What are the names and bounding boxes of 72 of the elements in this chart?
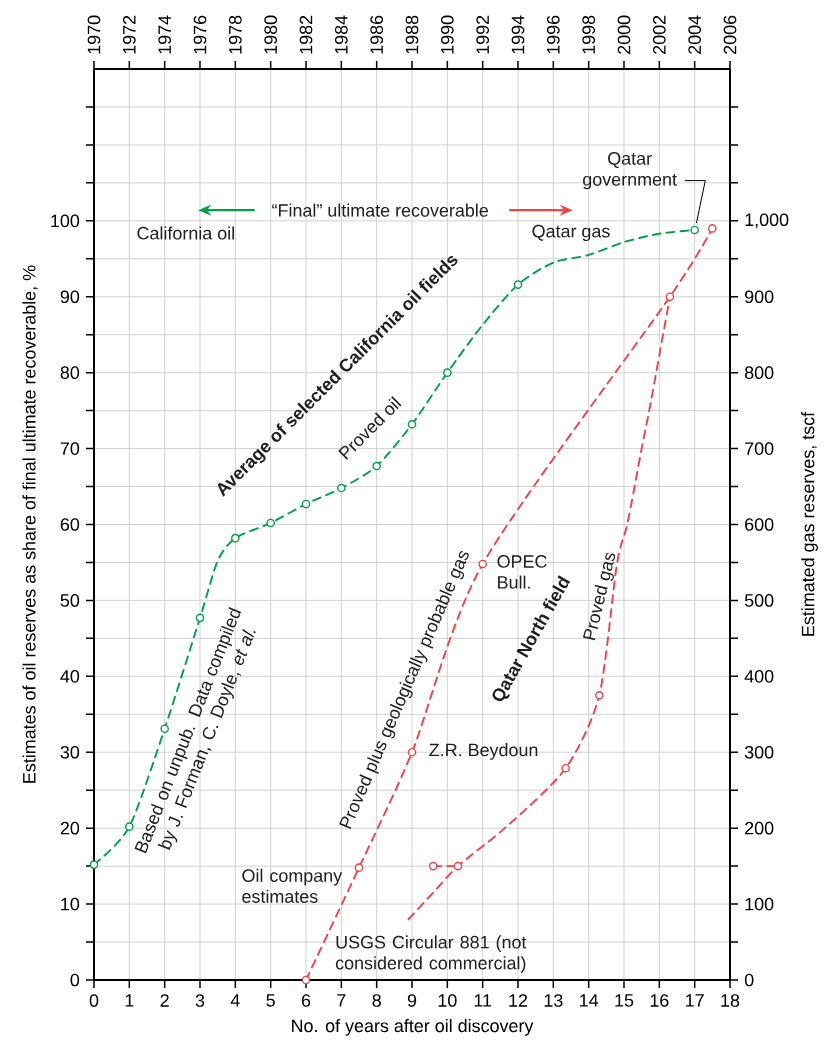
x-tick-label: 7 bbox=[337, 994, 346, 1007]
x2-tick-label: 1990 bbox=[440, 15, 454, 54]
x2-tick-label: 2000 bbox=[617, 15, 631, 54]
x-tick-label: 5 bbox=[266, 994, 275, 1007]
y-tick-label: 90 bbox=[60, 290, 80, 304]
x2-tick-label: 1976 bbox=[193, 15, 207, 54]
y2-tick-label: 500 bbox=[744, 594, 774, 607]
y-tick-label: 0 bbox=[70, 973, 80, 987]
x-tick-label: 13 bbox=[544, 994, 563, 1007]
x-tick-label: 2 bbox=[160, 994, 169, 1007]
x-tick-label: 12 bbox=[509, 994, 528, 1007]
y2-tick-label: 0 bbox=[744, 973, 754, 987]
annotation: “Final” ultimate recoverable bbox=[272, 203, 488, 217]
y2-axis-title: Estimated gas reserves, tscf bbox=[801, 411, 818, 636]
y-tick-label: 80 bbox=[60, 366, 80, 379]
x2-tick-label: 1986 bbox=[370, 15, 384, 54]
x-tick-label: 16 bbox=[650, 994, 669, 1007]
x-tick-label: 10 bbox=[438, 994, 457, 1007]
y-tick-label: 100 bbox=[51, 214, 80, 228]
x-tick-label: 18 bbox=[721, 994, 740, 1007]
x-tick-label: 15 bbox=[615, 994, 634, 1007]
x-tick-label: 8 bbox=[372, 994, 381, 1007]
x-axis-title: No. of years after oil discovery bbox=[292, 1019, 534, 1036]
x-tick-label: 9 bbox=[407, 994, 417, 1007]
x2-tick-label: 2004 bbox=[688, 15, 702, 54]
y-tick-label: 50 bbox=[60, 594, 80, 607]
x-tick-label: 11 bbox=[474, 994, 492, 1007]
x2-tick-label: 1994 bbox=[511, 15, 525, 54]
y-tick-label: 70 bbox=[60, 442, 80, 455]
x2-tick-label: 1970 bbox=[87, 15, 101, 54]
x2-tick-label: 1988 bbox=[405, 15, 419, 54]
y-tick-label: 40 bbox=[60, 669, 80, 683]
x2-tick-label: 1996 bbox=[546, 15, 560, 54]
y2-tick-label: 300 bbox=[744, 745, 774, 759]
x-tick-label: 1 bbox=[125, 994, 134, 1007]
annotation: California oil bbox=[137, 226, 234, 240]
y2-tick-label: 900 bbox=[745, 290, 774, 304]
x2-tick-label: 1974 bbox=[158, 15, 172, 54]
text: Proved gas bbox=[582, 552, 616, 641]
annotation: Qatar gas bbox=[532, 224, 610, 242]
y2-tick-label: 600 bbox=[745, 518, 774, 531]
x-tick-label: 3 bbox=[195, 994, 205, 1007]
y-tick-label: 20 bbox=[60, 821, 80, 835]
x2-tick-label: 1972 bbox=[122, 15, 136, 54]
y2-tick-label: 1,000 bbox=[745, 213, 789, 229]
x-tick-label: 17 bbox=[686, 994, 704, 1007]
y2-tick-label: 800 bbox=[744, 366, 774, 379]
y2-tick-label: 700 bbox=[745, 442, 774, 455]
annotation: Qatar government bbox=[583, 152, 677, 190]
x2-tick-label: 1984 bbox=[334, 15, 348, 54]
y-tick-label: 30 bbox=[60, 745, 80, 759]
x2-tick-label: 1992 bbox=[476, 15, 490, 54]
x2-tick-label: 1980 bbox=[264, 15, 278, 54]
annotation: OPEC Bull. bbox=[497, 555, 547, 589]
x2-tick-label: 2006 bbox=[723, 15, 737, 54]
x2-tick-label: 2002 bbox=[652, 15, 666, 54]
x2-tick-label: 1982 bbox=[299, 15, 313, 54]
y2-tick-label: 400 bbox=[744, 669, 774, 683]
annotation: USGS Circular 881 (not considered commercial) bbox=[335, 935, 527, 973]
x2-tick-label: 1998 bbox=[582, 15, 596, 54]
y2-tick-label: 100 bbox=[745, 897, 774, 911]
y-tick-label: 60 bbox=[60, 518, 80, 531]
x-tick-label: 14 bbox=[580, 994, 599, 1007]
x2-tick-label: 1978 bbox=[228, 15, 242, 54]
annotation: Z.R. Beydoun bbox=[429, 743, 538, 760]
y-axis-title: Estimates of oil reserves as share of final ultimate recoverable, % bbox=[22, 265, 38, 783]
x-tick-label: 4 bbox=[230, 994, 240, 1007]
x-tick-label: 0 bbox=[89, 994, 99, 1007]
x-tick-label: 6 bbox=[301, 994, 311, 1007]
y2-tick-label: 200 bbox=[745, 821, 774, 835]
y-tick-label: 10 bbox=[61, 897, 80, 911]
annotation: Oil company estimates bbox=[242, 868, 343, 903]
